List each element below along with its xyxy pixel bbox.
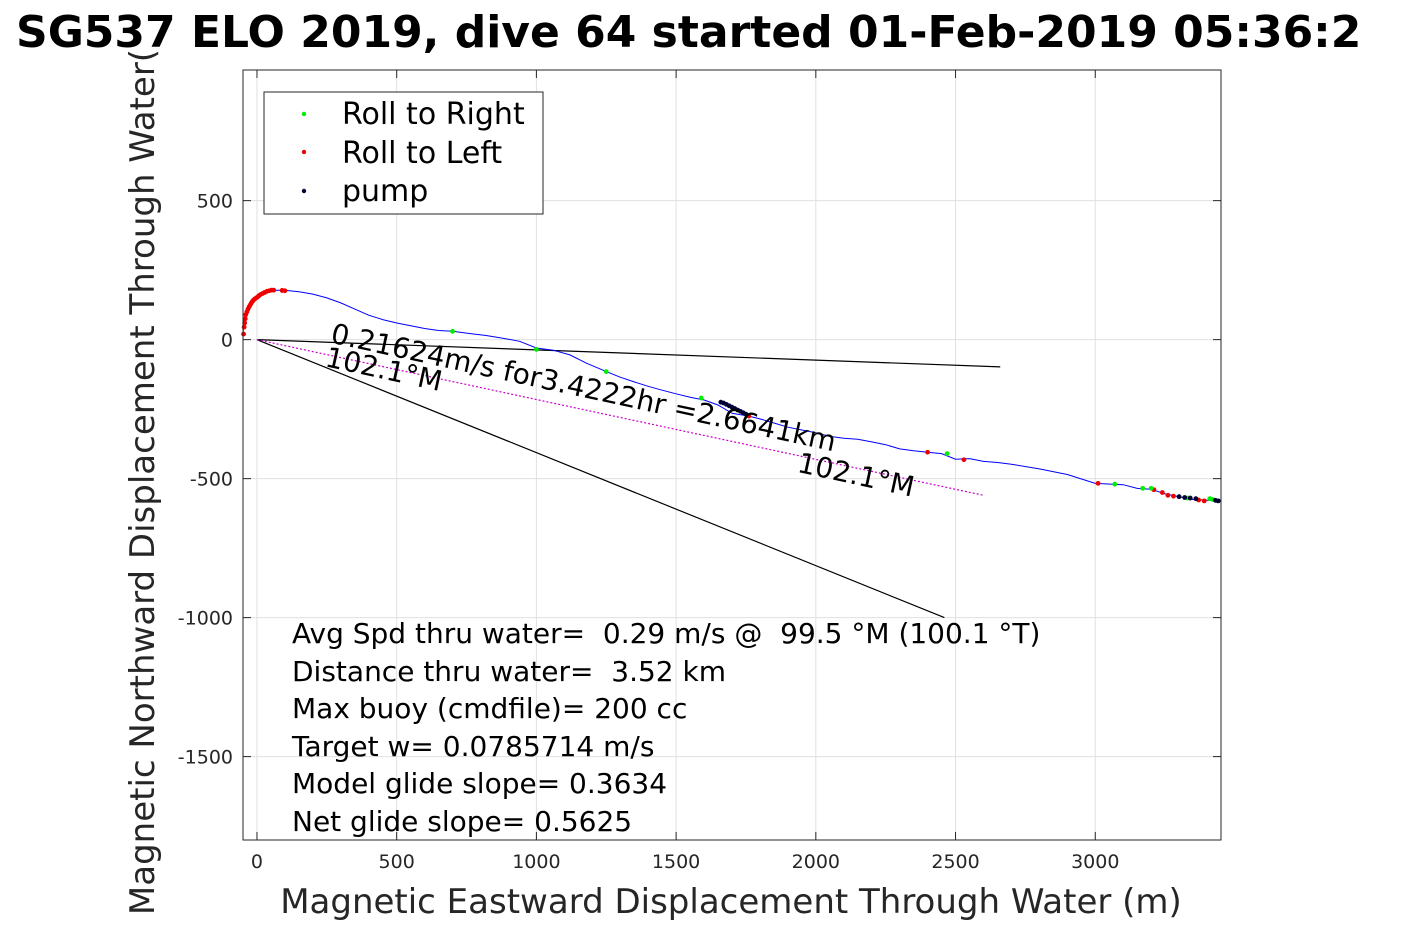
reference-line [256,339,945,619]
pump-point [1187,495,1193,501]
roll-left-point [925,449,930,455]
roll-right-point [1148,485,1154,491]
y-tick-label: 500 [197,191,233,213]
roll-left-point [1171,493,1176,499]
pump-point [1215,498,1221,504]
reference-lines [256,339,1001,619]
pump-point [743,411,749,417]
y-axis-label: Magnetic Northward Displacement Through … [123,49,163,915]
x-tick-label: 500 [379,851,415,873]
roll-right-point [534,346,539,352]
y-tick-label: -1000 [178,608,233,630]
stat-avg-speed: Avg Spd thru water= 0.29 m/s @ 99.5 °M (… [292,617,1040,650]
roll-right-point [1112,481,1118,487]
roll-right-point [450,328,455,334]
pump-point [1182,495,1188,500]
x-tick-label: 2500 [931,851,979,873]
stats-block: Avg Spd thru water= 0.29 m/s @ 99.5 °M (… [291,617,1040,838]
glider-track-line [242,289,1222,502]
roll-right-point [603,369,609,375]
legend: Roll to Right Roll to Left pump [263,91,544,215]
tick-layer: 0 500 1000 1500 2000 2500 3000 500 0 -500 -1000 -15… [178,70,1221,873]
pump-point [1193,496,1199,502]
roll-left-point [241,331,246,337]
track-layer [242,289,1222,502]
roll-right-point [1140,485,1146,491]
pump-point [1176,494,1182,500]
chart-title: SG537 ELO 2019, dive 64 started 01-Feb-2… [16,7,1361,58]
legend-marker-pump [301,188,307,194]
roll-left-point [1095,480,1101,486]
roll-left-point [1159,490,1165,495]
x-tick-label: 3000 [1071,851,1119,873]
y-tick-label: -500 [190,469,233,491]
stat-target-w: Target w= 0.0785714 m/s [291,730,654,763]
stat-net-glide-slope: Net glide slope= 0.5625 [292,805,632,838]
roll-left-point [242,316,248,322]
legend-box [263,91,544,215]
roll-left-point [271,287,277,293]
marker-layer [241,287,1221,504]
x-tick-label: 1500 [652,851,700,873]
x-axis-label: Magnetic Eastward Displacement Through W… [280,882,1182,922]
y-tick-label: -1500 [178,747,233,769]
stat-model-glide-slope: Model glide slope= 0.3634 [292,767,667,800]
roll-left-point [282,288,288,294]
legend-label-roll-left: Roll to Left [342,136,502,171]
roll-left-point [1165,492,1171,498]
roll-left-point [1201,498,1207,504]
annotation-layer: 0.21624m/s for3.4222hr =2.6641km102.1°M1… [323,317,918,504]
legend-label-roll-right: Roll to Right [342,97,525,132]
x-tick-label: 2000 [792,851,840,873]
roll-right-point [698,395,704,401]
legend-marker-roll-left [301,149,307,155]
stat-distance: Distance thru water= 3.52 km [292,655,726,688]
roll-left-point [961,457,967,463]
legend-marker-roll-right [301,111,307,117]
roll-right-point [944,451,950,457]
heading-annotation: 102.1°M [795,446,918,503]
reference-line [256,339,1001,368]
legend-label-pump: pump [342,174,428,209]
plot-frame [242,69,1222,841]
x-tick-label: 0 [251,851,263,873]
roll-left-point [241,324,247,330]
y-tick-label: 0 [221,330,233,352]
stat-max-buoy: Max buoy (cmdfile)= 200 cc [292,692,687,725]
x-tick-label: 1000 [512,851,560,873]
